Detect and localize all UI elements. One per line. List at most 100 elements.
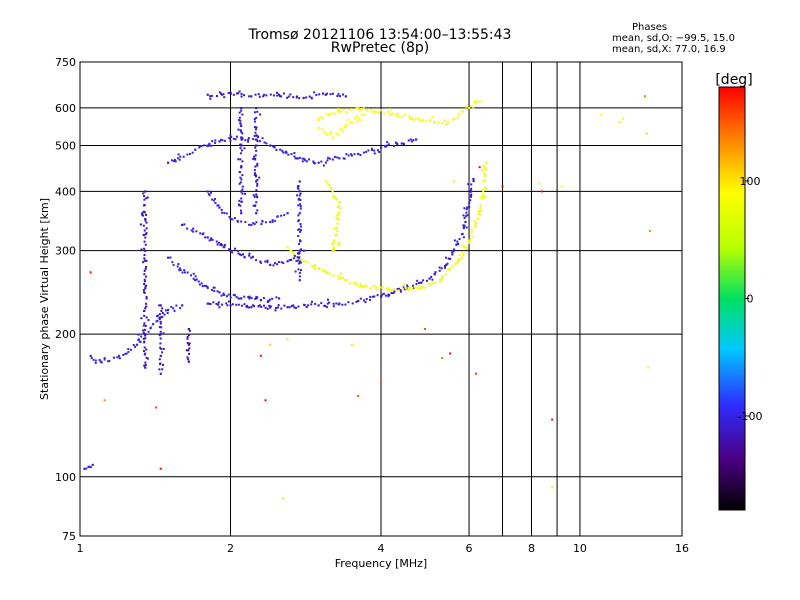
data-point [254, 165, 257, 168]
data-point [142, 224, 145, 227]
data-point [326, 133, 329, 136]
data-point [599, 113, 602, 116]
data-point [483, 179, 486, 182]
data-point [290, 258, 293, 261]
data-point [296, 95, 299, 98]
data-point [211, 238, 214, 241]
data-point [461, 232, 464, 235]
data-point [416, 279, 419, 282]
data-point [332, 302, 335, 305]
data-point [438, 269, 441, 272]
data-point [648, 230, 651, 233]
colorbar-tick-label: -100 [738, 410, 763, 423]
data-point [190, 229, 193, 232]
trace [206, 177, 475, 312]
data-point [216, 204, 219, 207]
data-point [376, 149, 379, 152]
data-point [481, 188, 484, 191]
data-point [429, 118, 432, 121]
data-point [451, 251, 454, 254]
data-point [373, 149, 376, 152]
data-point [538, 182, 541, 185]
data-point [312, 265, 315, 268]
data-point [240, 254, 243, 257]
data-point [312, 160, 315, 163]
data-point [158, 313, 161, 316]
data-point [256, 184, 259, 187]
data-point [175, 304, 178, 307]
data-point [198, 283, 201, 286]
data-point [377, 111, 380, 114]
data-point [206, 190, 209, 193]
data-point [324, 270, 327, 273]
data-point [242, 253, 245, 256]
data-point [241, 188, 244, 191]
data-point [103, 358, 106, 361]
data-point [130, 348, 133, 351]
data-point [191, 151, 194, 154]
data-point [208, 239, 211, 242]
data-point [310, 265, 313, 268]
data-point [320, 127, 323, 130]
data-point [208, 194, 211, 197]
data-point [256, 196, 259, 199]
data-point [353, 153, 356, 156]
data-point [551, 418, 554, 421]
data-point [647, 366, 650, 369]
data-point [336, 198, 339, 201]
data-point [145, 316, 148, 319]
data-point [181, 304, 184, 307]
data-point [246, 304, 249, 307]
data-point [103, 357, 106, 360]
data-point [248, 295, 251, 298]
data-point [243, 192, 246, 195]
data-point [250, 256, 253, 259]
data-point [363, 299, 366, 302]
data-point [223, 246, 226, 249]
data-point [336, 95, 339, 98]
data-point [156, 319, 159, 322]
y-tick-label: 600 [55, 102, 76, 115]
data-point [108, 359, 111, 362]
data-point [219, 138, 222, 141]
data-point [288, 259, 291, 262]
data-point [464, 245, 467, 248]
data-point [258, 95, 261, 98]
data-point [362, 285, 365, 288]
data-point [331, 249, 334, 252]
data-point [454, 262, 457, 265]
data-point [240, 200, 243, 203]
data-point [147, 330, 150, 333]
data-point [458, 254, 461, 257]
data-point [326, 159, 329, 162]
data-point [409, 117, 412, 120]
data-point [144, 236, 147, 239]
data-point [145, 265, 148, 268]
data-point [176, 157, 179, 160]
data-point [415, 138, 418, 141]
data-point [345, 153, 348, 156]
data-point [320, 160, 323, 163]
data-point [298, 194, 301, 197]
data-point [237, 92, 240, 95]
data-point [145, 348, 148, 351]
data-point [300, 229, 303, 232]
data-point [341, 303, 344, 306]
data-point [266, 307, 269, 310]
data-point [239, 129, 242, 132]
data-point [212, 199, 215, 202]
data-point [272, 145, 275, 148]
data-point [264, 399, 267, 402]
data-point [132, 344, 135, 347]
y-axis: 75 100 200 300 400 500 600 750 [55, 56, 76, 543]
data-point [187, 334, 190, 337]
data-point [215, 302, 218, 305]
data-point [253, 111, 256, 114]
data-point [411, 284, 414, 287]
data-point [296, 185, 299, 188]
data-point [256, 178, 259, 181]
data-point [359, 119, 362, 122]
data-point [308, 95, 311, 98]
data-point [440, 267, 443, 270]
